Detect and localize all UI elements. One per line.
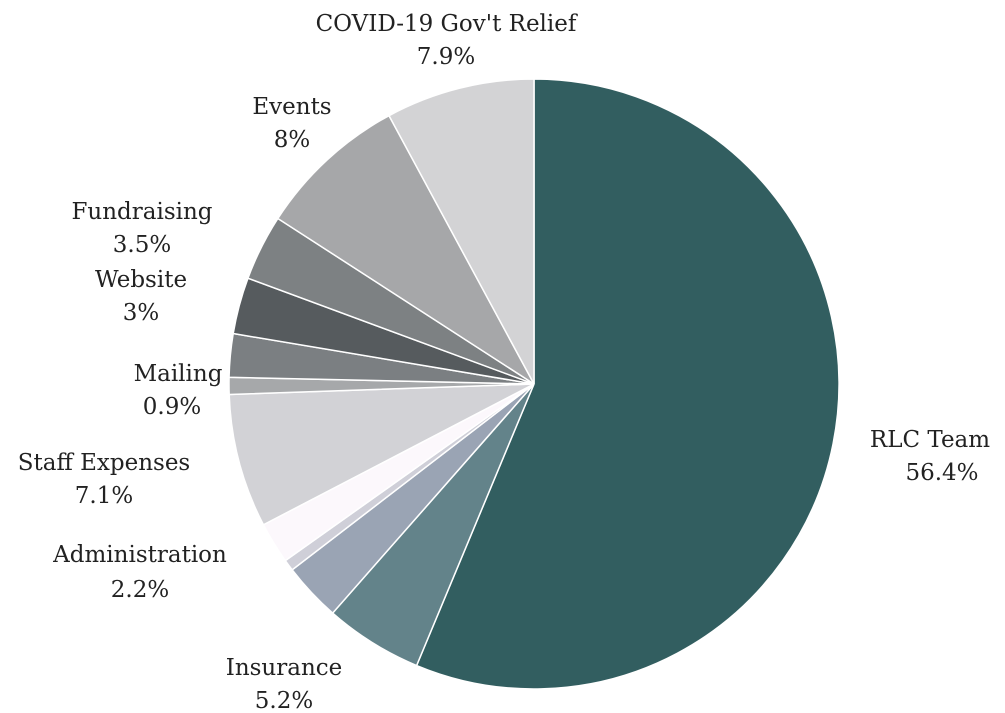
label-events: Events: [252, 94, 331, 120]
value-covid-relief: 7.9%: [417, 44, 475, 70]
value-fundraising: 3.5%: [113, 232, 171, 258]
label-administration: Administration: [52, 542, 227, 568]
pie-slices: [228, 78, 840, 690]
value-insurance: 5.2%: [255, 688, 313, 713]
label-mailing: Mailing: [134, 361, 223, 387]
pie-slice-staff-expenses: [228, 383, 535, 526]
label-insurance: Insurance: [226, 655, 343, 681]
pie-slice-rlc-team: [415, 78, 840, 690]
value-mailing: 0.9%: [143, 394, 201, 420]
pie-slice-covid-19-gov-t-relief: [387, 78, 535, 385]
label-covid-relief: COVID-19 Gov't Relief: [316, 11, 578, 37]
label-website: Website: [95, 267, 187, 293]
pie-slice-events: [276, 114, 535, 385]
label-rlc-team: RLC Team: [870, 427, 990, 453]
value-events: 8%: [274, 127, 311, 153]
value-website: 3%: [123, 300, 160, 326]
label-staff-expenses: Staff Expenses: [18, 450, 191, 476]
value-rlc-team: 56.4%: [905, 460, 978, 486]
value-staff-expenses: 7.1%: [75, 483, 133, 509]
slice-labels: RLC Team 56.4% Insurance 5.2% Administra…: [18, 11, 991, 713]
value-administration: 2.2%: [111, 577, 169, 603]
label-fundraising: Fundraising: [71, 199, 212, 225]
